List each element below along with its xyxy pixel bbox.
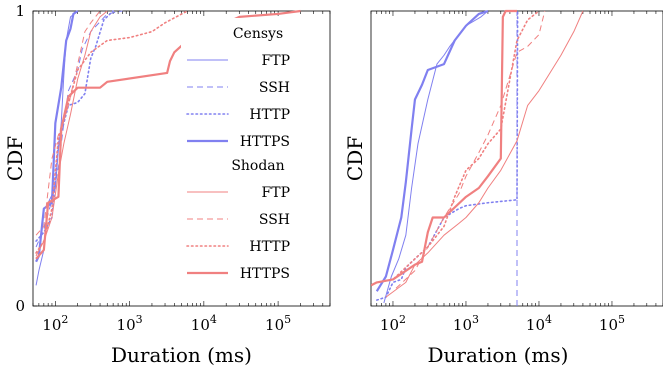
series-group xyxy=(371,9,584,306)
series-line-shodan-ftp xyxy=(35,10,108,257)
legend-entry-label: HTTP xyxy=(249,239,290,255)
x-tick-exponent: 4 xyxy=(545,313,552,326)
y-tick-label: 1 xyxy=(15,2,25,20)
x-axis-title: Duration (ms) xyxy=(111,343,252,367)
series-line-shodan-http xyxy=(35,10,189,254)
legend-entry-label: HTTPS xyxy=(240,266,290,282)
series-line-shodan-ssh xyxy=(395,10,546,289)
x-tick-base: 10 xyxy=(380,316,399,334)
x-tick-base: 10 xyxy=(526,316,545,334)
legend-entry-label: HTTP xyxy=(249,107,290,123)
x-tick-label: 103 xyxy=(453,313,479,334)
legend-entry-label: FTP xyxy=(262,185,290,201)
x-tick-label: 105 xyxy=(265,313,291,334)
series-group xyxy=(35,9,301,286)
x-tick-exponent: 4 xyxy=(210,313,217,326)
x-tick-label: 102 xyxy=(42,313,68,334)
y-tick-label: 0 xyxy=(15,297,25,315)
x-tick-label: 104 xyxy=(191,313,217,334)
legend-entry-label: HTTPS xyxy=(240,134,290,150)
x-tick-exponent: 2 xyxy=(61,313,68,326)
legend-group-title: Censys xyxy=(233,26,283,42)
x-tick-exponent: 2 xyxy=(399,313,406,326)
x-tick-base: 10 xyxy=(453,316,472,334)
legend-group-title: Shodan xyxy=(231,158,284,174)
x-tick-label: 102 xyxy=(380,313,406,334)
x-tick-base: 10 xyxy=(599,316,618,334)
series-line-censys-ftp xyxy=(35,10,79,286)
x-tick-exponent: 3 xyxy=(472,313,479,326)
legend-entry-label: SSH xyxy=(259,80,290,96)
y-axis-title: CDF xyxy=(343,136,367,181)
x-tick-label: 105 xyxy=(599,313,625,334)
legend-entry-label: SSH xyxy=(259,212,290,228)
series-line-shodan-https xyxy=(371,9,517,287)
y-axis-title: CDF xyxy=(3,136,27,181)
x-tick-exponent: 3 xyxy=(136,313,143,326)
x-tick-label: 103 xyxy=(117,313,143,334)
series-line-censys-ftp xyxy=(383,10,489,304)
x-tick-label: 104 xyxy=(526,313,552,334)
series-line-censys-http xyxy=(35,10,114,242)
series-line-censys-https xyxy=(375,9,489,292)
x-tick-base: 10 xyxy=(191,316,210,334)
legend: Censys FTP SSH HTTP HTTPS Shodan FTP SSH HTTP HTT… xyxy=(181,18,315,296)
x-tick-exponent: 5 xyxy=(618,313,625,326)
series-line-shodan-ftp xyxy=(385,10,584,298)
legend-entry-label: FTP xyxy=(262,53,290,69)
x-tick-exponent: 5 xyxy=(284,313,291,326)
x-tick-base: 10 xyxy=(117,316,136,334)
series-line-shodan-http xyxy=(375,10,540,284)
x-tick-base: 10 xyxy=(42,316,61,334)
x-tick-base: 10 xyxy=(265,316,284,334)
series-line-censys-https xyxy=(35,10,79,263)
legend-background xyxy=(181,18,315,296)
x-axis-title: Duration (ms) xyxy=(428,343,569,367)
series-line-censys-ssh xyxy=(35,10,123,248)
